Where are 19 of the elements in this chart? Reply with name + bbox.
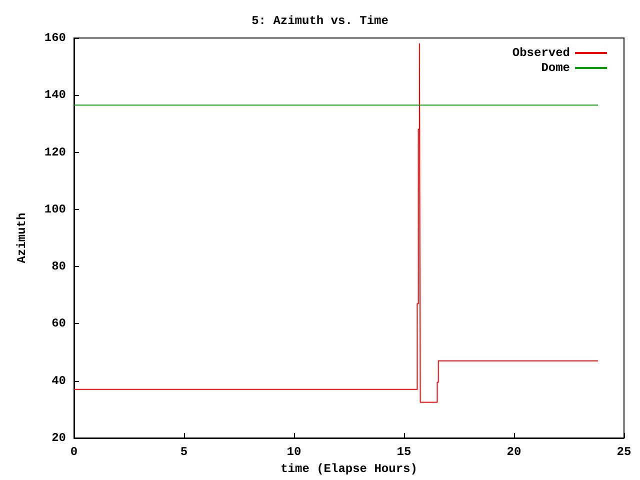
x-tick-label: 15 (396, 445, 412, 459)
x-tick-label: 20 (506, 445, 522, 459)
chart-title: 5: Azimuth vs. Time (252, 14, 388, 28)
legend-label: Dome (541, 61, 570, 75)
x-tick-label: 25 (616, 445, 632, 459)
x-axis-title: time (Elapse Hours) (280, 462, 418, 476)
y-tick-label: 80 (52, 260, 66, 274)
y-axis-title: Azimuth (15, 212, 29, 264)
y-tick-label: 60 (52, 316, 66, 331)
y-tick-label: 20 (52, 431, 66, 445)
y-tick-label: 40 (52, 374, 66, 388)
y-tick-label: 160 (44, 31, 66, 45)
x-tick-label: 0 (70, 445, 78, 459)
x-tick-label: 10 (286, 445, 302, 459)
y-tick-label: 140 (44, 88, 66, 102)
y-tick-label: 120 (44, 145, 66, 160)
legend-label: Observed (512, 46, 570, 60)
y-tick-label: 100 (44, 202, 66, 216)
x-tick-label: 5 (180, 445, 188, 459)
